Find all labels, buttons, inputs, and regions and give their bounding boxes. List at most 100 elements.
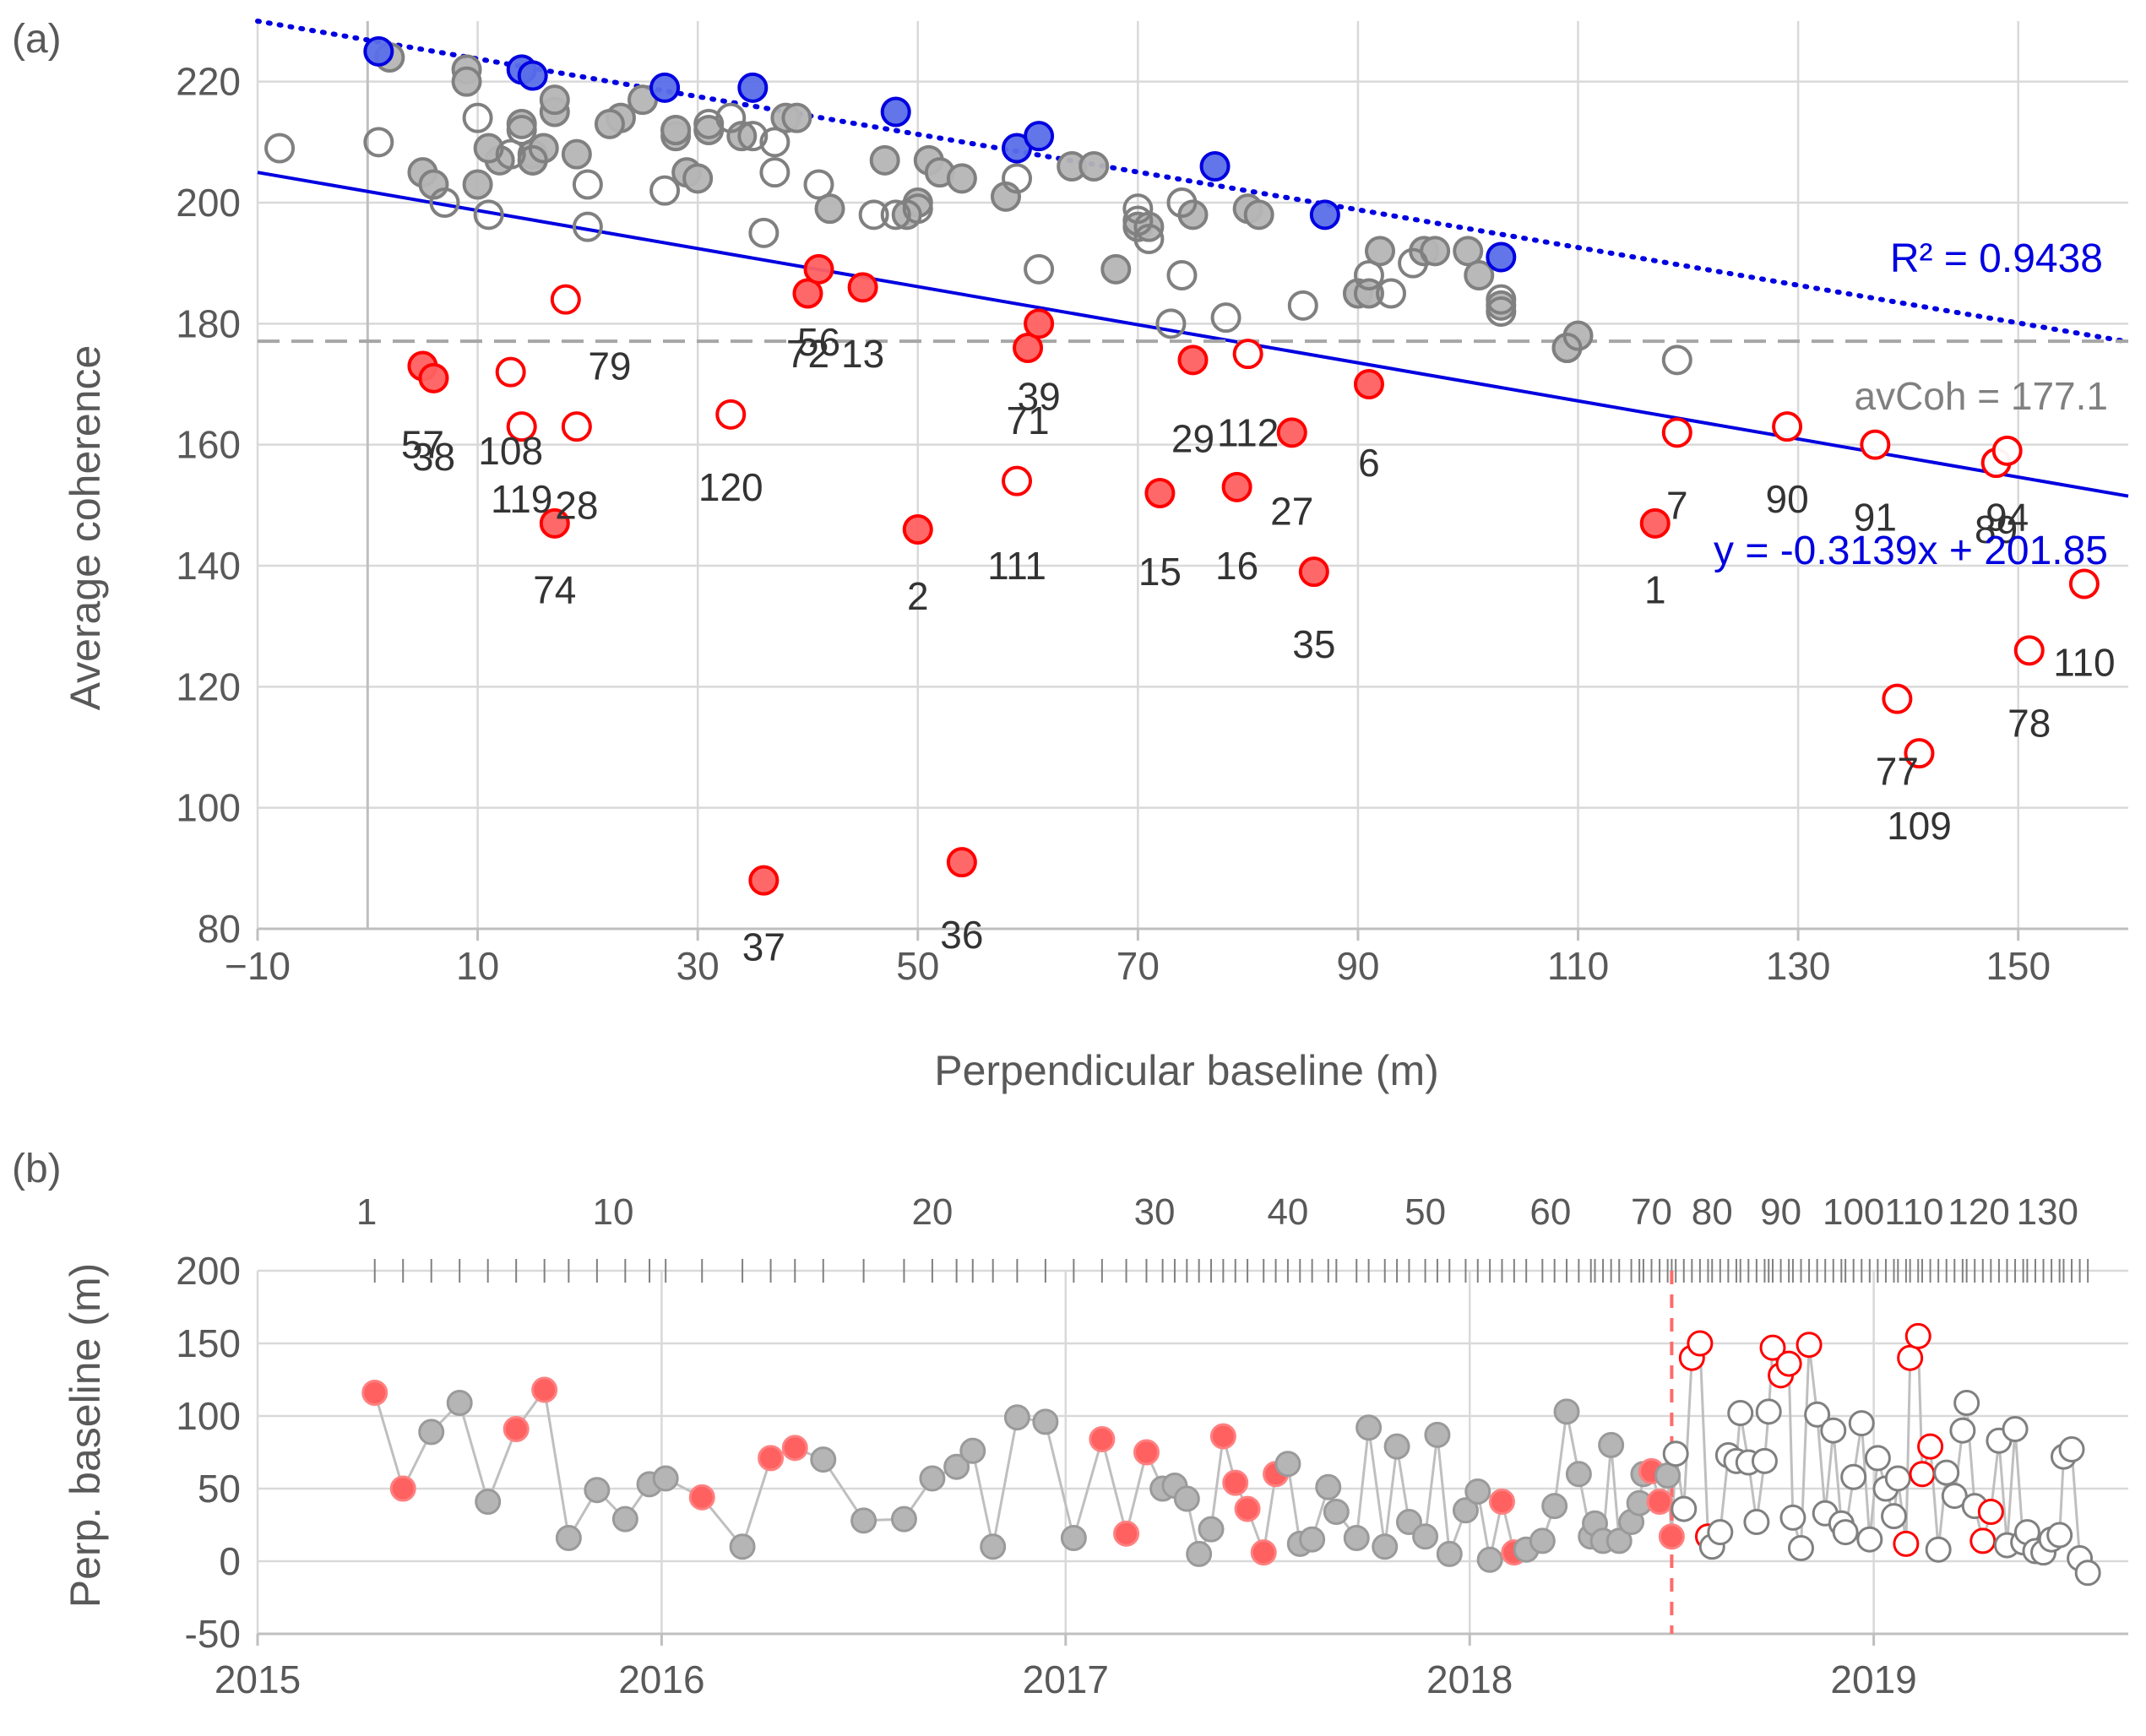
y-tick-label: 180 (176, 301, 241, 345)
red-open-point (1991, 435, 2023, 466)
red-filled-point (1133, 1439, 1160, 1466)
grey-filled-point (890, 1505, 917, 1533)
grey-filled-point (1003, 1404, 1030, 1431)
grey-open-point (2058, 1436, 2085, 1463)
blue-point (363, 35, 394, 67)
red-filled-point (1639, 507, 1671, 539)
grey-open-point (1751, 1447, 1778, 1474)
red-filled-point (1646, 1488, 1673, 1515)
grey-open-point (715, 102, 747, 133)
red-filled-point (539, 507, 570, 539)
grey-filled-point (1654, 1462, 1681, 1489)
grey-filled-point (1476, 1546, 1503, 1573)
y-tick-label: 220 (176, 60, 241, 104)
x-tick-label: 70 (1116, 944, 1160, 988)
red-filled-point (1013, 333, 1044, 363)
grey-open-point (572, 169, 603, 200)
grey-filled-point (555, 1524, 582, 1551)
grey-open-point (748, 217, 780, 248)
grey-filled-point (1243, 199, 1274, 231)
index-label: 80 (1692, 1191, 1733, 1233)
blue-point (517, 60, 548, 91)
point-label: 79 (588, 344, 631, 388)
grey-open-point (1122, 193, 1154, 225)
point-label: 16 (1215, 544, 1258, 588)
index-label: 110 (1884, 1191, 1943, 1233)
panel-b-grid (256, 1269, 2128, 1636)
blue-point (880, 96, 911, 127)
grey-open-point (1024, 253, 1055, 285)
red-open-point (2068, 568, 2100, 599)
point-label: 119 (491, 477, 552, 521)
grey-open-point (473, 199, 504, 231)
grey-filled-point (810, 1446, 837, 1473)
grey-open-point (517, 144, 548, 176)
grey-filled-point (1565, 1461, 1592, 1488)
grey-open-point (1881, 1503, 1908, 1530)
y-tick-label: -50 (185, 1612, 241, 1656)
point-label: 72 (786, 332, 829, 376)
red-filled-point (1298, 556, 1329, 588)
grey-filled-point (1100, 253, 1132, 285)
grey-open-point (1002, 163, 1033, 194)
grey-filled-point (473, 133, 504, 164)
grey-filled-point (1365, 236, 1395, 267)
grey-open-point (572, 211, 603, 242)
red-filled-point (792, 278, 823, 309)
grey-filled-point (652, 1465, 679, 1492)
grey-filled-point (1060, 1524, 1087, 1551)
grey-filled-point (1453, 236, 1484, 267)
red-open-point (1772, 411, 1803, 442)
point-label: 2 (907, 574, 929, 618)
point-label: 35 (1292, 622, 1335, 666)
point-label: 38 (412, 435, 455, 479)
grey-filled-point (1343, 1524, 1370, 1551)
red-open-point (1909, 1461, 1936, 1488)
red-open-point (495, 356, 526, 388)
red-filled-point (1209, 1423, 1236, 1450)
grey-open-point (1787, 1535, 1814, 1562)
grey-filled-point (1186, 1540, 1213, 1567)
grey-open-point (1133, 224, 1165, 254)
x-tick-label: 2015 (215, 1657, 301, 1701)
x-tick-label: 2016 (618, 1657, 704, 1701)
blue-point (1309, 199, 1340, 231)
avcoh-annotation: avCoh = 177.1 (1854, 374, 2108, 418)
grey-open-point (1727, 1400, 1754, 1427)
grey-open-point (462, 102, 493, 133)
red-filled-point (1113, 1520, 1140, 1547)
index-label: 130 (2017, 1191, 2078, 1233)
grey-open-point (759, 127, 790, 158)
point-label: 1 (1644, 568, 1666, 612)
grey-open-point (1166, 260, 1198, 290)
grey-filled-point (1464, 1478, 1491, 1505)
red-open-point (1661, 417, 1692, 448)
red-filled-point (1089, 1426, 1116, 1453)
point-label: 78 (2007, 701, 2051, 745)
red-filled-point (1488, 1488, 1515, 1515)
grey-open-point (429, 187, 460, 218)
red-filled-point (1144, 478, 1176, 508)
grey-open-point (495, 138, 526, 170)
grey-open-point (649, 175, 681, 206)
baseline-series-line (373, 1335, 2089, 1574)
point-label: 39 (1018, 374, 1061, 418)
grey-filled-point (1198, 1516, 1225, 1543)
index-label: 30 (1134, 1191, 1176, 1233)
grey-open-point (1933, 1459, 1960, 1486)
x-tick-label: 130 (1766, 944, 1831, 988)
y-tick-label: 140 (176, 544, 241, 588)
point-label: 15 (1138, 550, 1182, 594)
grey-filled-point (594, 108, 625, 139)
red-filled-point (389, 1475, 416, 1502)
point-label: 37 (742, 925, 785, 969)
point-label: 56 (797, 320, 840, 364)
y-tick-label: 160 (176, 423, 241, 467)
red-filled-point (902, 514, 933, 545)
point-label: 27 (1270, 490, 1313, 534)
point-label: 71 (1006, 399, 1049, 442)
grey-filled-point (919, 1465, 946, 1492)
panel-a-axes: −10 10 30 50 70 90 110 130 150 80 100 120 140 160 180 2… (176, 21, 2128, 988)
grey-filled-point (418, 1419, 445, 1446)
